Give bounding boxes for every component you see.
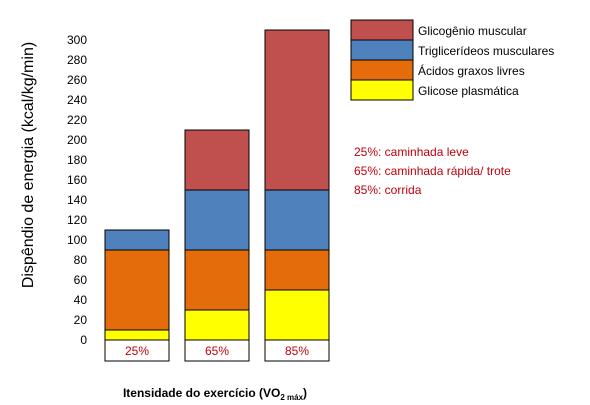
y-tick-label-260: 260 <box>67 73 87 87</box>
x-axis-title-close: ) <box>303 386 307 400</box>
bar-segment-glicose-plasmatica-25 <box>104 329 170 341</box>
bar-segment-acidos-graxos-livres-65 <box>184 249 250 311</box>
y-tick-label-0: 0 <box>80 333 87 347</box>
legend-label-glicogenio-muscular: Glicogênio muscular <box>418 24 527 38</box>
bar-segment-glicogenio-muscular-85 <box>264 29 330 191</box>
x-axis-title: Itensidade do exercício (VO2 máx) <box>123 386 307 402</box>
category-box-25 <box>104 339 170 362</box>
bar-segment-acidos-graxos-livres-25 <box>104 249 170 331</box>
y-tick-label-280: 280 <box>67 53 87 67</box>
legend-label-acidos-graxos-livres: Ácidos graxos livres <box>418 63 525 78</box>
y-tick-label-300: 300 <box>67 33 87 47</box>
category-label-25: 25% <box>125 344 149 358</box>
legend-swatch-triglicerideos-musculares <box>350 39 414 61</box>
category-box-65 <box>184 339 250 362</box>
y-tick-label-40: 40 <box>74 293 88 307</box>
category-label-85: 85% <box>285 344 309 358</box>
legend-label-triglicerideos-musculares: Triglicerídeos musculares <box>418 44 554 58</box>
category-box-85 <box>264 339 330 362</box>
y-tick-labels-layer: 0 20 40 60 80 100 120 140 160 180 200 220 240 260 280 3… <box>67 33 87 347</box>
y-tick-label-60: 60 <box>74 273 88 287</box>
category-label-65: 65% <box>205 344 229 358</box>
x-axis-title-subscript: 2 máx <box>280 393 303 402</box>
y-tick-label-200: 200 <box>67 133 87 147</box>
y-tick-label-20: 20 <box>74 313 88 327</box>
legend: Glicogênio muscular Triglicerídeos muscul… <box>350 19 554 101</box>
bar-segment-triglicerideos-musculares-25 <box>104 229 170 251</box>
y-tick-label-160: 160 <box>67 173 87 187</box>
legend-swatch-acidos-graxos-livres <box>350 59 414 81</box>
y-tick-label-140: 140 <box>67 193 87 207</box>
y-axis-title: Dispêndio de energia (kcal/kg/min) <box>20 42 37 288</box>
annotation-1: 25%: caminhada leve <box>354 145 469 159</box>
bar-segment-glicose-plasmatica-65 <box>184 309 250 341</box>
x-axis-title-main: Itensidade do exercício (VO <box>123 386 280 400</box>
y-tick-label-180: 180 <box>67 153 87 167</box>
bar-segment-acidos-graxos-livres-85 <box>264 249 330 291</box>
bar-segment-glicogenio-muscular-65 <box>184 129 250 191</box>
annotation-3: 85%: corrida <box>354 183 422 197</box>
legend-label-glicose-plasmatica: Glicose plasmática <box>418 84 519 98</box>
bars-layer <box>104 29 330 341</box>
bar-segment-triglicerideos-musculares-85 <box>264 189 330 251</box>
legend-swatch-glicose-plasmatica <box>350 79 414 101</box>
legend-swatch-glicogenio-muscular <box>350 19 414 41</box>
y-tick-label-220: 220 <box>67 113 87 127</box>
y-tick-label-80: 80 <box>74 253 88 267</box>
annotation-2: 65%: caminhada rápida/ trote <box>354 164 511 178</box>
y-tick-label-240: 240 <box>67 93 87 107</box>
annotations: 25%: caminhada leve 65%: caminhada rápida… <box>354 145 511 197</box>
bar-segment-triglicerideos-musculares-65 <box>184 189 250 251</box>
y-tick-label-120: 120 <box>67 213 87 227</box>
bar-segment-glicose-plasmatica-85 <box>264 289 330 341</box>
category-labels-layer: 25% 65% 85% <box>104 339 330 362</box>
y-tick-label-100: 100 <box>67 233 87 247</box>
